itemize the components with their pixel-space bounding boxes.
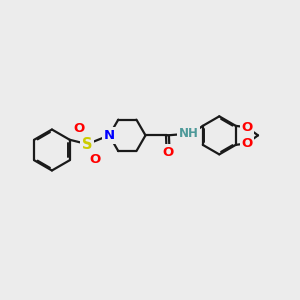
- Text: N: N: [103, 129, 115, 142]
- Text: O: O: [90, 153, 101, 166]
- Text: O: O: [74, 122, 85, 135]
- Text: O: O: [241, 121, 253, 134]
- Text: NH: NH: [178, 128, 199, 140]
- Text: O: O: [241, 137, 253, 150]
- Text: S: S: [82, 136, 92, 152]
- Text: O: O: [162, 146, 174, 159]
